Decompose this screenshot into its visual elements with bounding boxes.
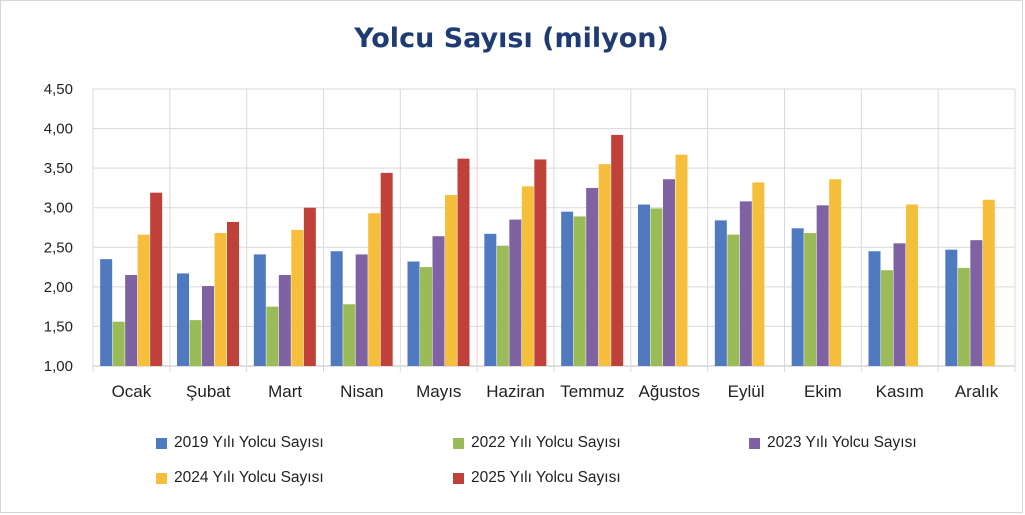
y-tick-label: 1,00 [44,358,73,375]
bar [521,186,534,366]
legend-item: 2023 Yılı Yolcu Sayısı [749,434,917,452]
x-axis-categories: Ocak Şubat Mart Nisan Mayıs Haziran Temmuz Ağus… [112,382,999,401]
bar [189,320,202,366]
bar [303,207,316,366]
bar [650,208,663,366]
x-category-label: Haziran [486,382,545,401]
bar [202,286,214,366]
bar [214,233,227,366]
legend-label: 2024 Yılı Yolcu Sayısı [174,469,324,486]
y-tick-label: 2,50 [44,239,73,256]
bar [509,219,522,366]
bar [100,259,113,366]
bar [881,270,893,366]
y-tick-label: 2,00 [44,279,73,296]
bar [982,199,995,366]
x-category-label: Aralık [955,382,999,401]
bar [407,261,420,366]
legend-swatch [453,472,464,484]
x-category-label: Şubat [186,382,231,401]
y-tick-label: 4,50 [44,81,73,98]
legend-item: 2019 Yılı Yolcu Sayısı [156,434,324,452]
bar [420,267,432,366]
legend-item: 2024 Yılı Yolcu Sayısı [156,469,324,487]
x-category-label: Eylül [728,382,765,401]
legend-item: 2022 Yılı Yolcu Sayısı [453,434,621,452]
bar [804,233,817,366]
bar [573,216,586,366]
bar [727,234,740,366]
bar [598,164,611,366]
legend-label: 2025 Yılı Yolcu Sayısı [471,469,621,486]
x-category-label: Temmuz [560,382,624,401]
x-category-label: Kasım [876,382,924,401]
bar [137,234,150,366]
legend-label: 2019 Yılı Yolcu Sayısı [174,434,324,451]
y-tick-label: 3,50 [44,160,73,177]
x-category-label: Mart [268,382,302,401]
y-tick-label: 3,00 [44,200,73,217]
bar [906,204,918,366]
bar [330,251,343,366]
bar [739,201,752,366]
bar [829,179,842,366]
bar [752,182,765,366]
bar [227,221,239,366]
bar [791,228,804,366]
bar [893,243,906,366]
y-tick-label: 1,50 [44,318,73,335]
bar [368,213,381,366]
bar [816,205,829,366]
bar [380,172,393,366]
bar [714,220,727,366]
bar [266,306,279,366]
bar [663,179,675,366]
bar [177,273,189,366]
bars [100,134,995,366]
y-tick-label: 4,00 [44,121,73,138]
legend-swatch [156,437,167,449]
bar [945,249,958,366]
bar [278,274,291,366]
bar [253,254,266,366]
legend: 2019 Yılı Yolcu Sayısı 2022 Yılı Yolcu Sa… [1,429,1022,499]
bar [611,134,624,366]
x-category-label: Ocak [112,382,152,401]
x-category-label: Mayıs [416,382,461,401]
x-category-label: Ekim [804,382,842,401]
bar [150,192,163,366]
bar [638,204,650,366]
bar [561,211,574,366]
bar [484,233,497,366]
bar [868,251,881,366]
bar [496,245,509,366]
bar [445,195,457,366]
legend-swatch [156,472,167,484]
y-axis-ticks: 1,00 1,50 2,00 2,50 3,00 3,50 4,00 4,50 [44,81,73,375]
bar [675,154,688,366]
bar [343,304,356,366]
bar [355,254,368,366]
legend-label: 2023 Yılı Yolcu Sayısı [767,434,917,451]
bar [112,321,125,366]
bar [457,158,470,366]
bar [534,159,547,366]
legend-swatch [749,437,760,449]
bar [957,267,970,366]
gridlines [92,88,1016,372]
bar [970,240,983,366]
chart-plot: 1,00 1,50 2,00 2,50 3,00 3,50 4,00 4,50 Ocak Şub… [44,81,1016,401]
legend-item: 2025 Yılı Yolcu Sayısı [453,469,621,487]
bar [432,236,445,366]
bar [291,229,304,366]
bar [125,274,138,366]
legend-label: 2022 Yılı Yolcu Sayısı [471,434,621,451]
chart-title: Yolcu Sayısı (milyon) [354,23,669,54]
legend-swatch [453,437,464,449]
x-category-label: Nisan [340,382,383,401]
x-category-label: Ağustos [639,382,700,401]
bar [586,187,599,366]
